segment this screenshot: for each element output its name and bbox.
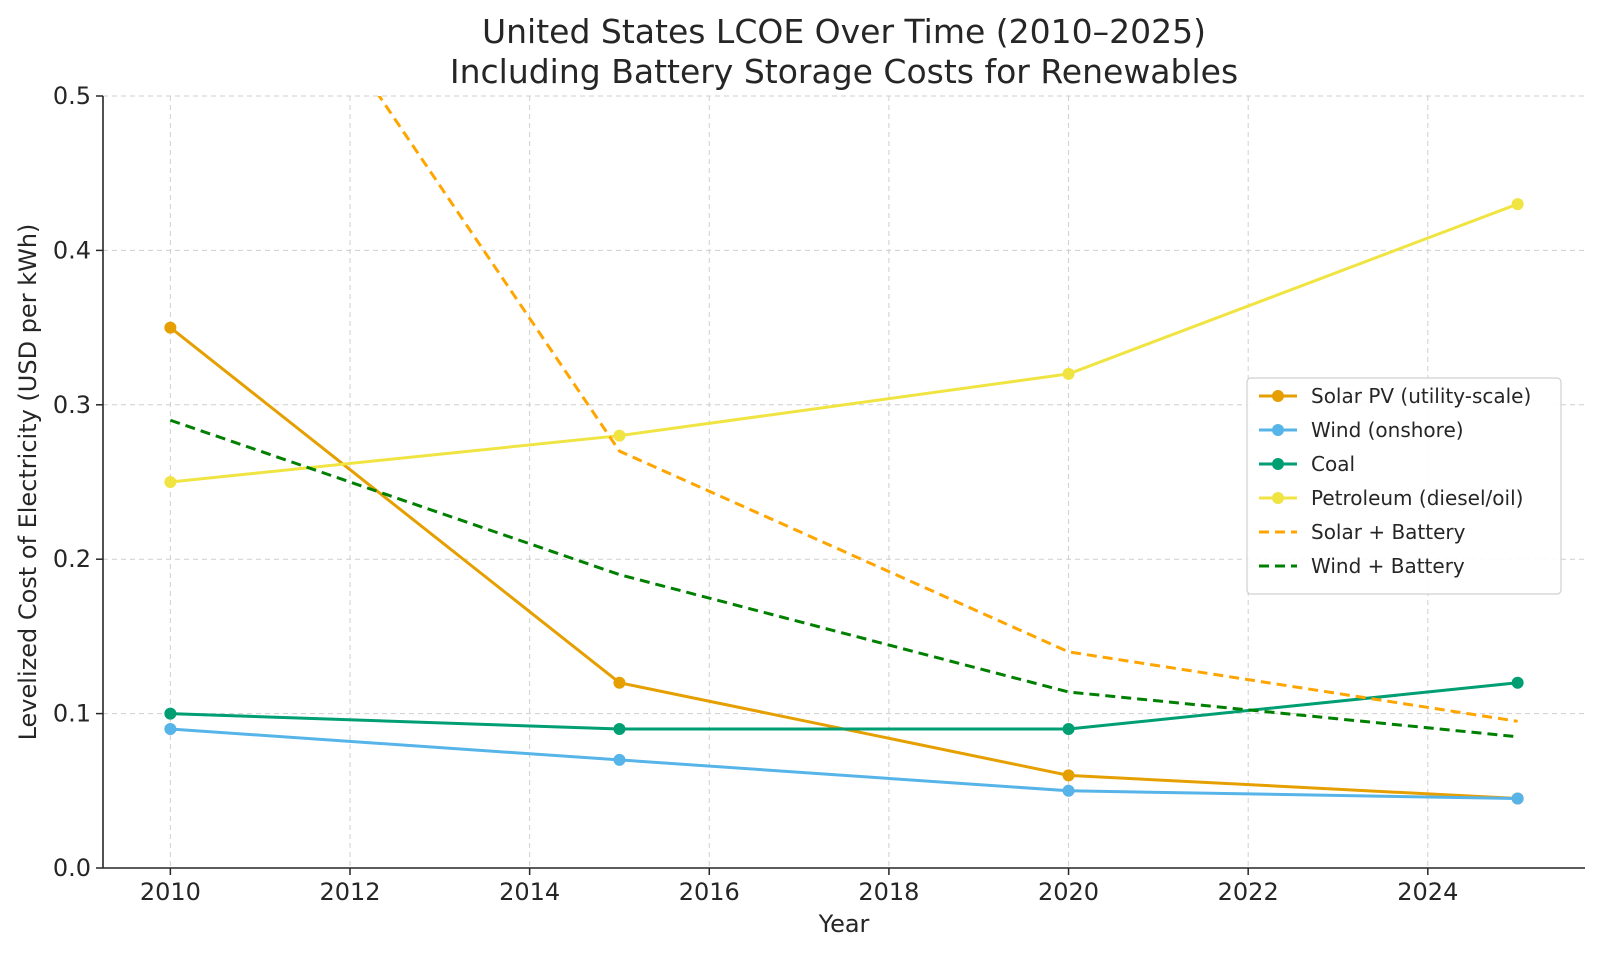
x-tick-label: 2022: [1218, 878, 1279, 906]
legend-marker-solar-pv-utility-scale: [1272, 390, 1284, 402]
y-axis-label: Levelized Cost of Electricity (USD per k…: [14, 224, 42, 741]
axes: 2010 2012 2014 2016 2018 2020 2022 2024 0.0 0.1 0.…: [53, 82, 1585, 906]
y-tick-label: 0.0: [53, 854, 91, 882]
data-point-wind-onshore: [164, 723, 177, 736]
x-tick-label: 2012: [319, 878, 380, 906]
y-tick-label: 0.3: [53, 391, 91, 419]
series-line-wind-battery: [169, 418, 1518, 739]
x-tick-label: 2010: [140, 878, 201, 906]
data-point-wind-onshore: [1511, 792, 1524, 805]
x-tick-label: 2014: [499, 878, 560, 906]
data-point-coal: [1511, 676, 1524, 689]
data-point-petroleum-diesel-oil: [164, 476, 177, 488]
data-point-wind-onshore: [613, 753, 626, 766]
legend-label-wind-onshore: Wind (onshore): [1311, 418, 1464, 442]
data-point-solar-pv-utility-scale: [164, 321, 177, 334]
series-line-wind-onshore: [170, 727, 1518, 801]
data-point-petroleum-diesel-oil: [1511, 198, 1524, 211]
x-tick-label: 2016: [679, 878, 740, 906]
data-point-coal: [164, 707, 177, 720]
data-point-solar-pv-utility-scale: [613, 676, 626, 689]
x-tick-label: 2020: [1038, 878, 1099, 906]
data-point-petroleum-diesel-oil: [613, 429, 626, 442]
series-line-solar-battery: [377, 96, 1518, 723]
x-tick-label: 2024: [1397, 878, 1458, 906]
grid: [103, 95, 1585, 868]
data-point-coal: [613, 723, 626, 736]
legend-box: [1246, 377, 1562, 595]
legend-marker-coal: [1272, 458, 1284, 470]
y-tick-label: 0.1: [53, 700, 91, 728]
legend-label-wind-battery: Wind + Battery: [1311, 554, 1465, 578]
y-tick-label: 0.5: [53, 82, 91, 110]
legend-label-solar-battery: Solar + Battery: [1311, 520, 1466, 544]
x-tick-label: 2018: [858, 878, 919, 906]
chart-title-line-1: United States LCOE Over Time (2010–2025): [482, 12, 1206, 51]
legend-label-solar-pv-utility-scale: Solar PV (utility-scale): [1311, 384, 1531, 408]
legend: Solar PV (utility-scale) Wind (onshore) Co…: [1246, 377, 1562, 595]
legend-marker-wind-onshore: [1272, 424, 1284, 436]
y-tick-label: 0.2: [53, 545, 91, 573]
x-axis-label: Year: [818, 910, 870, 938]
data-point-wind-onshore: [1062, 784, 1075, 797]
data-point-solar-pv-utility-scale: [1062, 769, 1075, 782]
legend-label-coal: Coal: [1311, 452, 1355, 476]
series-group: [164, 96, 1524, 805]
data-point-petroleum-diesel-oil: [1062, 367, 1075, 380]
data-point-coal: [1062, 723, 1075, 736]
y-tick-label: 0.4: [53, 236, 91, 264]
legend-marker-petroleum-diesel-oil: [1272, 492, 1284, 504]
chart-title-line-2: Including Battery Storage Costs for Rene…: [450, 52, 1238, 91]
series-line-petroleum-diesel-oil: [170, 202, 1519, 484]
series-line-coal: [170, 681, 1518, 731]
legend-label-petroleum-diesel-oil: Petroleum (diesel/oil): [1311, 486, 1523, 510]
